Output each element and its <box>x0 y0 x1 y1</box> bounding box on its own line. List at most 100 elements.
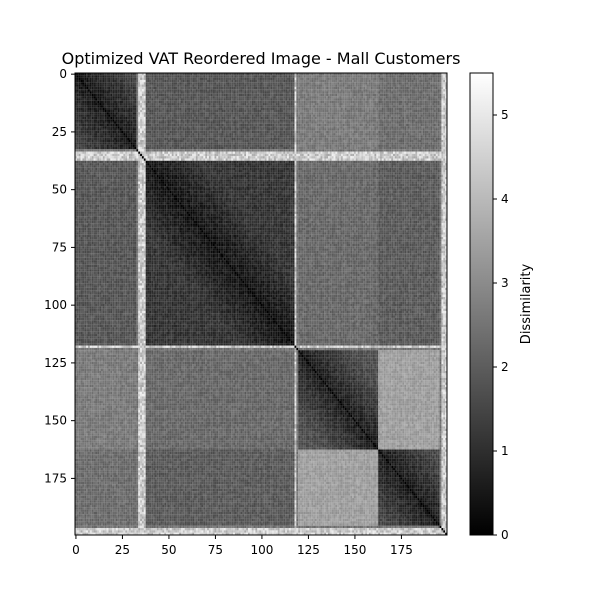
heatmap-cell <box>367 89 369 91</box>
heatmap-cell <box>397 78 399 80</box>
heatmap-cell <box>81 91 83 93</box>
heatmap-cell <box>406 85 408 87</box>
heatmap-cell <box>196 80 198 82</box>
heatmap-cell <box>337 87 339 89</box>
heatmap-cell <box>321 80 323 82</box>
heatmap-cell <box>166 82 168 84</box>
heatmap-cell <box>250 91 252 93</box>
heatmap-cell <box>92 87 94 89</box>
heatmap-cell <box>358 85 360 87</box>
heatmap-cell <box>166 94 168 96</box>
heatmap-cell <box>159 82 161 84</box>
heatmap-cell <box>229 94 231 96</box>
heatmap-cell <box>224 94 226 96</box>
heatmap-cell <box>306 78 308 80</box>
heatmap-cell <box>105 85 107 87</box>
heatmap-cell <box>157 80 159 82</box>
heatmap-cell <box>242 85 244 87</box>
heatmap-cell <box>135 82 137 84</box>
heatmap-cell <box>389 75 391 77</box>
heatmap-cell <box>201 94 203 96</box>
heatmap-cell <box>334 75 336 77</box>
heatmap-cell <box>250 87 252 89</box>
heatmap-cell <box>99 87 101 89</box>
heatmap-cell <box>298 91 300 93</box>
heatmap-cell <box>142 78 144 80</box>
heatmap-cell <box>77 82 79 84</box>
heatmap-cell <box>298 85 300 87</box>
heatmap-cell <box>281 80 283 82</box>
heatmap-cell <box>332 91 334 93</box>
heatmap-cell <box>387 82 389 84</box>
heatmap-cell <box>374 82 376 84</box>
heatmap-cell <box>185 85 187 87</box>
heatmap-cell <box>242 89 244 91</box>
heatmap-cell <box>417 89 419 91</box>
heatmap-cell <box>412 91 414 93</box>
heatmap-cell <box>194 85 196 87</box>
heatmap-cell <box>103 87 105 89</box>
heatmap-cell <box>142 91 144 93</box>
heatmap-cell <box>315 78 317 80</box>
heatmap-cell <box>306 91 308 93</box>
heatmap-cell <box>136 94 138 96</box>
heatmap-cell <box>280 87 282 89</box>
heatmap-cell <box>185 87 187 89</box>
heatmap-cell <box>248 85 250 87</box>
heatmap-cell <box>252 80 254 82</box>
heatmap-cell <box>209 85 211 87</box>
heatmap-cell <box>81 85 83 87</box>
heatmap-cell <box>129 75 131 77</box>
heatmap-cell <box>231 75 233 77</box>
heatmap-cell <box>170 80 172 82</box>
heatmap-cell <box>270 80 272 82</box>
heatmap-cell <box>298 80 300 82</box>
heatmap-cell <box>382 82 384 84</box>
heatmap-cell <box>151 87 153 89</box>
heatmap-cell <box>174 78 176 80</box>
heatmap-cell <box>140 89 142 91</box>
heatmap-cell <box>215 80 217 82</box>
heatmap-cell <box>322 89 324 91</box>
heatmap-cell <box>367 87 369 89</box>
heatmap-cell <box>242 87 244 89</box>
heatmap-cell <box>198 87 200 89</box>
heatmap-cell <box>285 78 287 80</box>
heatmap-cell <box>209 75 211 77</box>
heatmap-cell <box>201 80 203 82</box>
heatmap-cell <box>421 82 423 84</box>
heatmap-cell <box>110 94 112 96</box>
heatmap-cell <box>239 87 241 89</box>
heatmap-cell <box>432 89 434 91</box>
heatmap-cell <box>181 94 183 96</box>
heatmap-cell <box>322 75 324 77</box>
heatmap-cell <box>438 78 440 80</box>
heatmap-cell <box>246 85 248 87</box>
heatmap-cell <box>194 78 196 80</box>
heatmap-cell <box>179 82 181 84</box>
heatmap-cell <box>108 94 110 96</box>
heatmap-cell <box>77 89 79 91</box>
heatmap-cell <box>352 78 354 80</box>
heatmap-cell <box>358 91 360 93</box>
heatmap-cell <box>135 94 137 96</box>
heatmap-cell <box>153 80 155 82</box>
heatmap-cell <box>334 91 336 93</box>
heatmap-cell <box>341 82 343 84</box>
heatmap-cell <box>129 94 131 96</box>
heatmap-cell <box>257 87 259 89</box>
heatmap-cell <box>313 89 315 91</box>
heatmap-cell <box>278 75 280 77</box>
heatmap-cell <box>354 87 356 89</box>
heatmap-cell <box>84 80 86 82</box>
heatmap-cell <box>153 85 155 87</box>
heatmap-cell <box>430 85 432 87</box>
heatmap-cell <box>222 89 224 91</box>
heatmap-cell <box>257 80 259 82</box>
heatmap-cell <box>287 91 289 93</box>
heatmap-cell <box>393 75 395 77</box>
heatmap-cell <box>268 80 270 82</box>
heatmap-cell <box>250 80 252 82</box>
heatmap-cell <box>425 87 427 89</box>
heatmap-cell <box>144 78 146 80</box>
